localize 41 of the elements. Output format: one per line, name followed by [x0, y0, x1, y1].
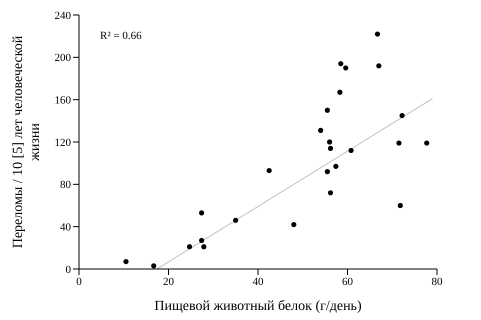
- point: [199, 238, 204, 244]
- point: [328, 146, 334, 151]
- y-tick-label: 80: [60, 179, 72, 192]
- point: [291, 222, 296, 228]
- point: [327, 139, 332, 145]
- y-tick-label: 40: [60, 222, 72, 234]
- x-tick-label: 80: [432, 276, 443, 288]
- y-axis-title: Переломы / 10 [5] лет человеческой жизни: [11, 35, 43, 248]
- point: [123, 258, 129, 264]
- x-tick-label: 0: [76, 276, 82, 288]
- point: [328, 190, 334, 196]
- point: [348, 148, 354, 154]
- point: [324, 108, 330, 113]
- y-tick-label: 0: [66, 264, 72, 276]
- point: [199, 210, 204, 216]
- point: [343, 65, 348, 71]
- y-tick-label: 240: [54, 10, 72, 22]
- x-tick-label: 60: [342, 276, 354, 288]
- y-tick-label: 120: [54, 136, 72, 149]
- point: [424, 140, 430, 146]
- point: [324, 169, 330, 174]
- annotation: R² = 0.66: [100, 30, 142, 42]
- y-tick-label: 200: [54, 52, 72, 64]
- y-tick-label: 160: [54, 94, 72, 107]
- x-tick-label: 40: [252, 276, 264, 288]
- point: [399, 112, 405, 118]
- point: [318, 128, 324, 133]
- point: [151, 263, 156, 268]
- point: [338, 61, 344, 66]
- point: [337, 90, 342, 95]
- point: [374, 31, 380, 37]
- point: [376, 63, 382, 68]
- point: [186, 244, 192, 250]
- point: [266, 168, 272, 174]
- point: [333, 164, 338, 169]
- point: [396, 140, 402, 146]
- point: [201, 244, 206, 250]
- point: [398, 202, 403, 208]
- x-tick-label: 20: [163, 276, 174, 288]
- x-axis-title: Пищевой животный белок (г/день): [154, 299, 362, 314]
- point: [233, 218, 238, 223]
